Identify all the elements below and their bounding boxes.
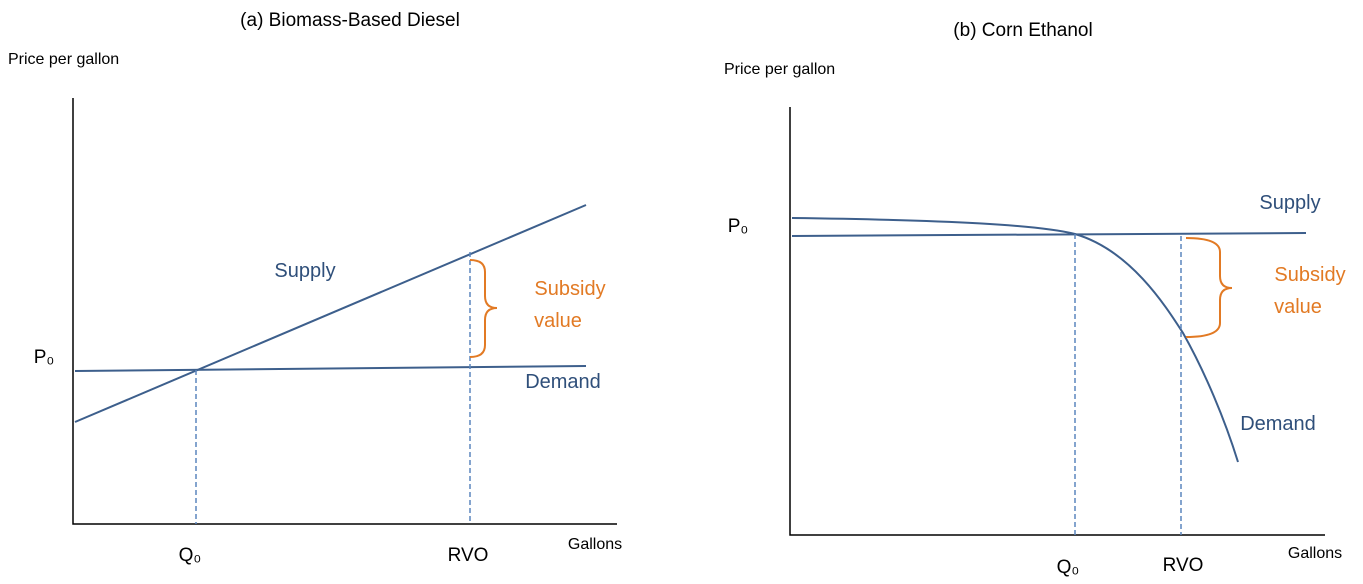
panel-b: (b) Corn Ethanol Price per gallon Gallon… xyxy=(724,20,1346,578)
y-axis-label: Price per gallon xyxy=(724,61,835,78)
axes xyxy=(72,98,617,525)
supply-curve xyxy=(74,204,587,423)
y-axis-label: Price per gallon xyxy=(8,51,119,68)
subsidy-label: value xyxy=(1274,296,1322,318)
subsidy-brace xyxy=(1185,237,1233,338)
demand-label: Demand xyxy=(1240,413,1316,435)
rvo-label: RVO xyxy=(1163,555,1204,576)
x-axis-label: Gallons xyxy=(1288,545,1342,562)
supply-label: Supply xyxy=(274,260,335,282)
demand-curve xyxy=(791,217,1239,463)
demand-label: Demand xyxy=(525,371,601,393)
price-label: P₀ xyxy=(728,216,749,237)
quantity-label: Q₀ xyxy=(1057,557,1080,578)
quantity-label: Q₀ xyxy=(179,545,202,566)
panel-a: (a) Biomass-Based Diesel Price per gallo… xyxy=(8,10,622,566)
x-axis-label: Gallons xyxy=(568,536,622,553)
supply-label: Supply xyxy=(1259,192,1320,214)
subsidy-label: Subsidy xyxy=(1274,264,1345,286)
panel-title: (a) Biomass-Based Diesel xyxy=(240,10,460,31)
subsidy-label: Subsidy xyxy=(534,278,605,300)
subsidy-label: value xyxy=(534,310,582,332)
rvo-label: RVO xyxy=(448,545,489,566)
price-label: P₀ xyxy=(34,347,55,368)
axes xyxy=(789,107,1325,536)
demand-curve xyxy=(74,365,587,372)
supply-curve xyxy=(791,232,1307,237)
panel-title: (b) Corn Ethanol xyxy=(953,20,1092,41)
subsidy-brace xyxy=(469,259,498,358)
